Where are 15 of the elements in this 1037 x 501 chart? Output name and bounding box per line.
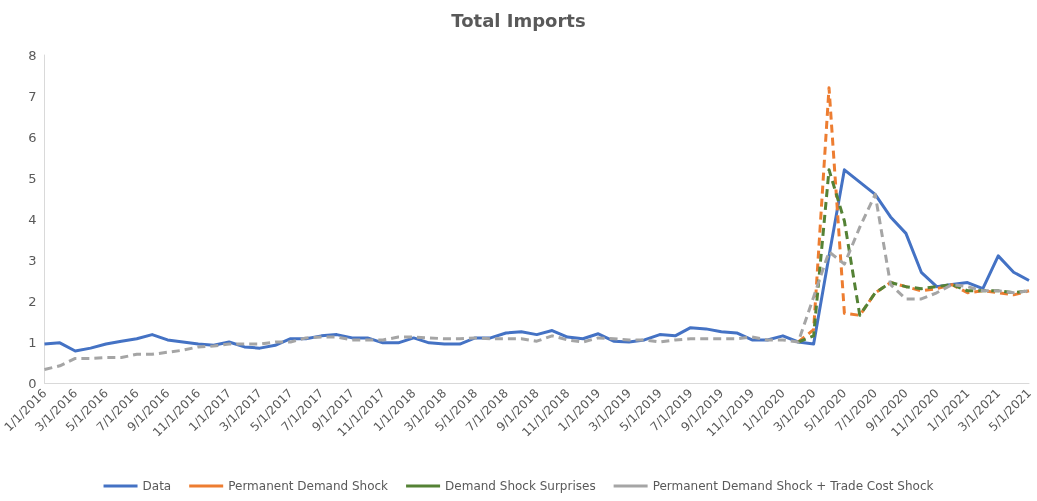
chart-title: Total Imports (451, 9, 586, 31)
y-tick-label: 8 (28, 47, 37, 63)
y-tick-label: 5 (28, 170, 37, 186)
legend-label: Permanent Demand Shock + Trade Cost Shock (652, 479, 934, 493)
y-tick-label: 7 (28, 88, 37, 104)
legend-label: Data (142, 479, 172, 493)
y-tick-label: 0 (28, 375, 37, 391)
y-tick-label: 2 (28, 293, 37, 309)
y-tick-label: 3 (28, 252, 37, 268)
y-tick-label: 4 (28, 211, 37, 227)
legend-label: Permanent Demand Shock (228, 479, 389, 493)
line-series (42, 192, 1031, 371)
y-tick-label: 1 (28, 334, 37, 350)
legend-label: Demand Shock Surprises (445, 479, 596, 493)
y-tick-label: 6 (28, 129, 37, 145)
